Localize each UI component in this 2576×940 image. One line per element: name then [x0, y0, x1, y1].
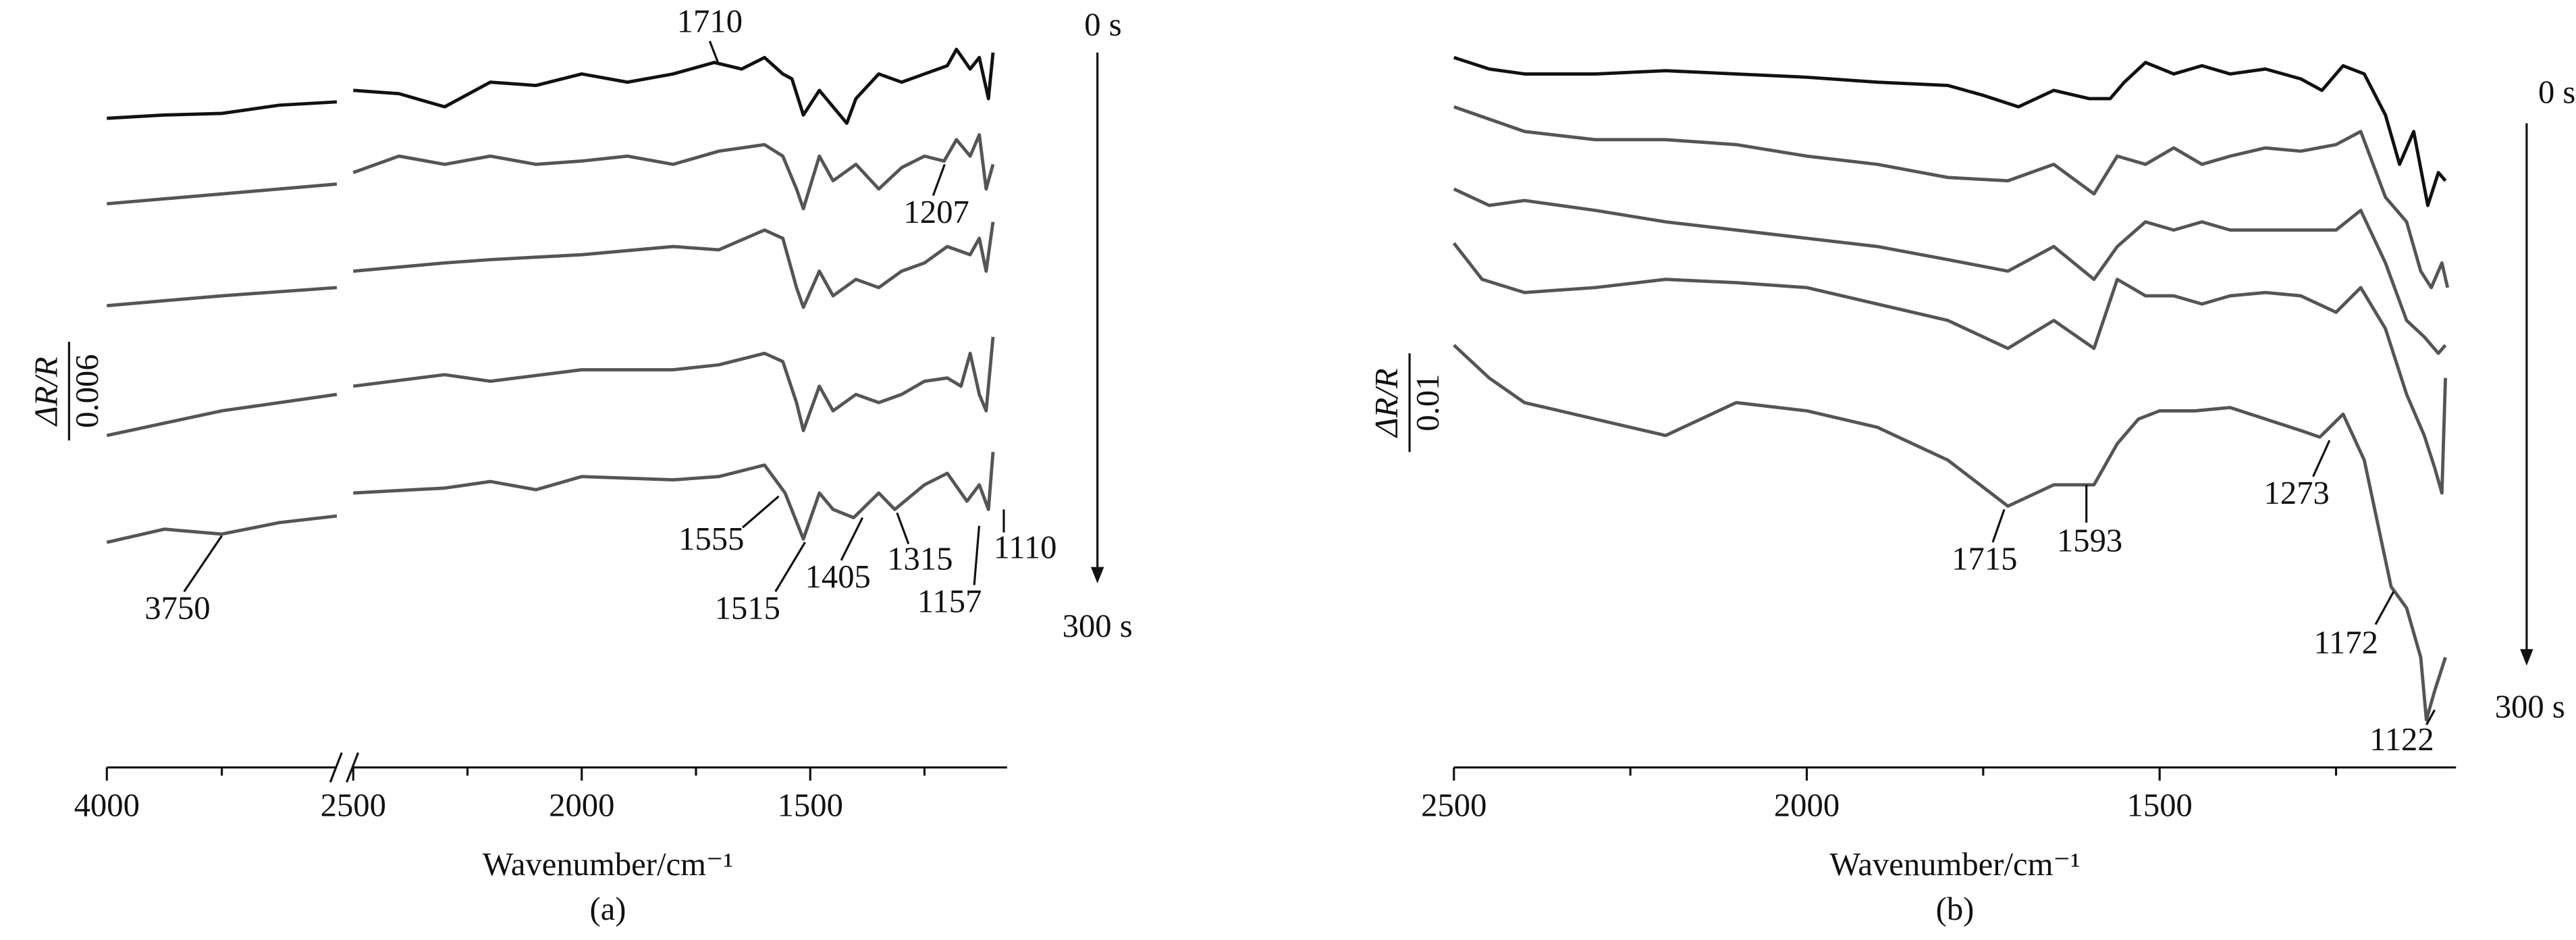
- arrow-head: [2520, 649, 2533, 666]
- annotation-leader: [2425, 709, 2436, 725]
- time-end: 300 s: [1063, 608, 1133, 644]
- arrow-head: [1090, 567, 1104, 583]
- spectrum-line: [1452, 242, 2448, 495]
- x-tick-label: 2000: [1774, 787, 1840, 823]
- annotation-leader: [973, 525, 981, 585]
- annotation: 3750: [144, 590, 210, 626]
- scale-bar-value: 0.01: [1410, 374, 1446, 432]
- annotation-leader: [2374, 591, 2395, 625]
- annotation-leader: [896, 512, 910, 545]
- spectrum-line: [106, 452, 995, 544]
- y-axis-label: ΔR/R 0.01: [1368, 353, 1446, 452]
- annotation-leader: [774, 542, 806, 592]
- annotation-leader: [742, 495, 780, 529]
- panel-caption: (a): [589, 891, 626, 927]
- x-tick-label: 4000: [74, 787, 140, 823]
- annotation-leader: [708, 41, 720, 63]
- x-tick-label: 2000: [549, 787, 614, 823]
- x-tick-label: 2500: [321, 787, 386, 823]
- annotation-leader: [183, 535, 223, 592]
- annotation-leader: [840, 517, 864, 561]
- spectrum-line: [107, 133, 995, 211]
- annotation-leader: [1991, 508, 2006, 543]
- annotation: 1110: [994, 529, 1057, 565]
- y-axis-label: ΔR/R 0.006: [28, 342, 105, 441]
- annotation: 1122: [2369, 721, 2434, 758]
- time-start: 0 s: [1084, 7, 1121, 43]
- annotation-leader: [2312, 440, 2331, 477]
- annotation: 1405: [805, 558, 871, 595]
- annotation: 1172: [2313, 625, 2378, 661]
- annotation: 1273: [2264, 475, 2330, 511]
- annotation: 1157: [917, 583, 982, 620]
- annotation: 1555: [678, 521, 744, 557]
- spectrum-line: [1453, 187, 2447, 355]
- axis-break: [346, 752, 360, 783]
- time-start: 0 s: [2538, 74, 2575, 110]
- spectrum-line: [107, 221, 995, 309]
- annotation-leader: [932, 163, 946, 197]
- annotation: 1515: [715, 590, 780, 626]
- annotation: 1315: [887, 540, 952, 577]
- spectrum-line: [1453, 344, 2447, 722]
- y-label: ΔR/R: [1368, 368, 1405, 438]
- scale-bar-value: 0.006: [69, 354, 105, 427]
- axis-break: [329, 752, 343, 783]
- spectrum-line: [1453, 55, 2447, 207]
- x-tick-label: 1500: [2127, 787, 2193, 823]
- spectrum-line: [107, 47, 995, 125]
- spectrum-line: [1453, 105, 2450, 290]
- annotation: 1207: [904, 194, 969, 230]
- x-axis-label: Wavenumber/cm⁻¹: [1829, 846, 2080, 883]
- y-label: ΔR/R: [28, 357, 64, 427]
- x-tick-label: 1500: [778, 787, 843, 823]
- spectrum-line: [106, 336, 995, 438]
- time-end: 300 s: [2495, 688, 2565, 725]
- x-axis-label: Wavenumber/cm⁻¹: [483, 846, 733, 883]
- annotation: 1715: [1952, 540, 2017, 577]
- annotation: 1593: [2057, 523, 2122, 559]
- panel-caption: (b): [1936, 891, 1975, 927]
- annotation: 1710: [677, 3, 743, 40]
- x-tick-label: 2500: [1421, 787, 1486, 823]
